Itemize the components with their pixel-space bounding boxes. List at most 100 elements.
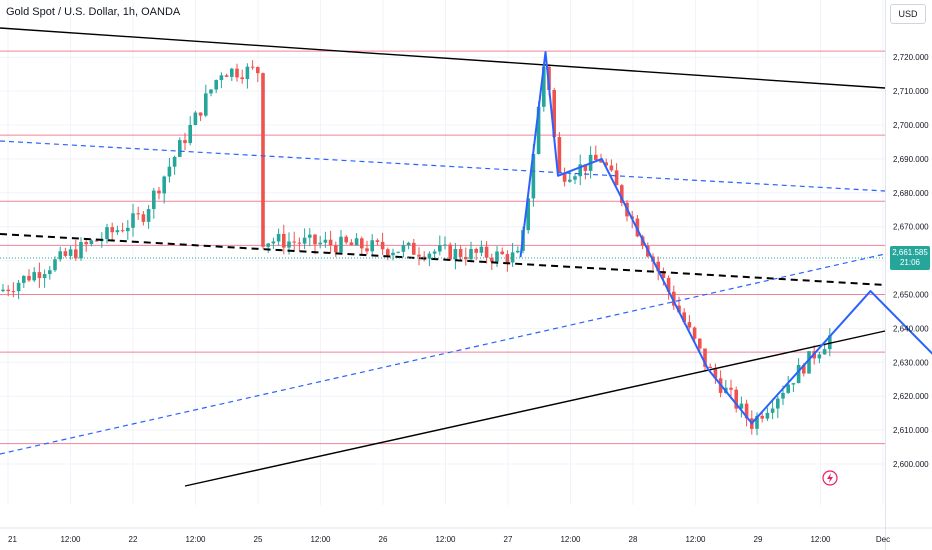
upper-blue-dashed-line — [0, 140, 886, 192]
candle-body — [136, 213, 140, 215]
current-price-value: 2,661.585 — [892, 248, 928, 257]
x-tick-label: 28 — [629, 535, 638, 544]
candle-body — [172, 156, 177, 167]
x-tick-label: 12:00 — [435, 535, 456, 544]
candle-body — [126, 227, 130, 232]
y-tick-label: 2,670.000 — [893, 223, 929, 232]
candle-body — [271, 241, 276, 244]
candle-body — [110, 227, 114, 233]
candle-body — [365, 248, 369, 252]
candle-body — [760, 415, 764, 419]
candle-body — [807, 351, 811, 374]
candle-body — [370, 240, 374, 252]
candle-body — [214, 80, 218, 90]
candle-body — [401, 245, 406, 252]
candle-body — [776, 398, 780, 409]
candle-body — [703, 348, 707, 367]
y-tick-label: 2,690.000 — [893, 155, 929, 164]
candle-body — [438, 245, 442, 252]
candle-body — [791, 383, 796, 385]
candle-body — [557, 137, 562, 173]
y-tick-label: 2,600.000 — [893, 460, 929, 469]
candle-body — [115, 230, 120, 233]
candle-body — [614, 170, 619, 186]
lightning-icon[interactable] — [822, 470, 838, 486]
x-tick-label: 12:00 — [185, 535, 206, 544]
candle-body — [375, 240, 380, 242]
candle-body — [42, 274, 47, 279]
lower-trendline — [184, 330, 886, 487]
y-tick-label: 2,620.000 — [893, 392, 929, 401]
candle-body — [526, 198, 530, 231]
candle-body — [594, 154, 598, 161]
candle-body — [157, 190, 161, 194]
candle-body — [770, 408, 775, 413]
x-tick-label: 29 — [754, 535, 763, 544]
candle-body — [672, 291, 676, 306]
candle-body — [406, 242, 411, 246]
candle-body — [131, 213, 135, 228]
lower-blue-dashed-line — [0, 253, 886, 455]
x-tick-label: 27 — [504, 535, 513, 544]
candle-body — [765, 412, 770, 419]
candle-body — [287, 241, 291, 248]
candle-body — [282, 233, 286, 248]
y-tick-label: 2,630.000 — [893, 358, 929, 367]
candle-body — [89, 240, 94, 245]
candle-body — [796, 364, 801, 384]
candle-body — [245, 66, 250, 80]
candle-body — [183, 140, 187, 144]
candle-body — [609, 165, 614, 171]
candle-body — [542, 66, 546, 107]
candle-body — [817, 354, 822, 359]
x-tick-label: 21 — [8, 535, 17, 544]
candle-body — [344, 236, 348, 243]
candle-body — [68, 249, 73, 256]
x-tick-label: 12:00 — [560, 535, 581, 544]
candle-body — [256, 67, 260, 74]
candle-body — [318, 242, 322, 245]
candle-body — [1, 289, 5, 292]
candle-body — [11, 291, 16, 293]
candle-body — [313, 234, 317, 245]
candle-body — [531, 153, 536, 199]
candle-body — [708, 366, 712, 368]
candle-body — [188, 124, 192, 144]
x-tick-label: 12:00 — [310, 535, 331, 544]
candle-body — [490, 257, 494, 262]
candle-body — [141, 214, 146, 222]
currency-button[interactable]: USD — [890, 4, 926, 24]
candle-body — [822, 349, 827, 355]
candle-body — [578, 164, 582, 177]
candle-body — [167, 166, 172, 177]
candle-body — [235, 68, 239, 78]
middle-dashed-trendline — [0, 233, 886, 286]
candle-body — [354, 238, 359, 246]
candle-body — [417, 254, 421, 257]
candle-body — [32, 272, 36, 281]
candle-body — [224, 75, 229, 77]
y-tick-label: 2,700.000 — [893, 121, 929, 130]
candle-body — [276, 233, 281, 242]
y-tick-label: 2,720.000 — [893, 53, 929, 62]
x-tick-label: 12:00 — [810, 535, 831, 544]
candle-body — [479, 246, 484, 253]
candle-body — [79, 242, 83, 259]
y-tick-label: 2,650.000 — [893, 291, 929, 300]
candle-body — [84, 242, 88, 245]
candle-body — [448, 244, 452, 260]
current-price-label: 2,661.585 21:06 — [890, 246, 930, 270]
candle-body — [599, 160, 603, 163]
candle-body — [204, 93, 208, 116]
candle-body — [74, 249, 78, 259]
candle-body — [698, 338, 702, 349]
candle-body — [308, 234, 312, 238]
candle-body — [739, 403, 744, 409]
candle-body — [469, 248, 473, 260]
candle-body — [53, 259, 57, 271]
candle-body — [386, 249, 390, 256]
x-tick-label: 12:00 — [685, 535, 706, 544]
candle-body — [219, 75, 224, 81]
candle-body — [105, 227, 109, 240]
candle-body — [360, 238, 364, 249]
